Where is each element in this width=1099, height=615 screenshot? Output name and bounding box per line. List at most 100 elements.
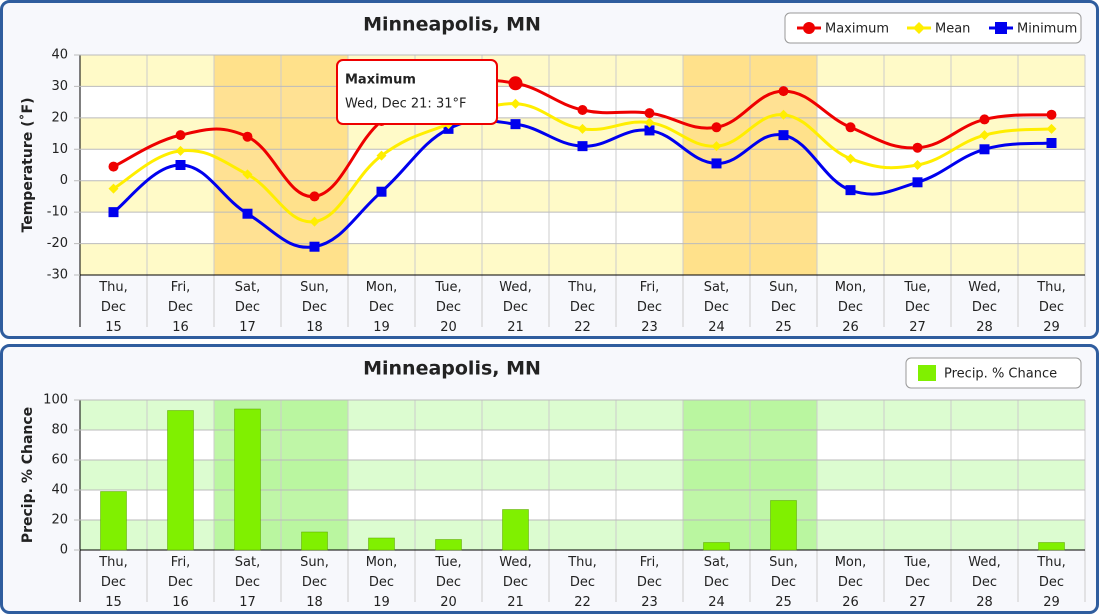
x-tick-label: Fri, Dec 23	[637, 555, 662, 610]
point	[711, 122, 722, 133]
point	[1046, 123, 1057, 134]
legend-label: Minimum	[1017, 22, 1077, 37]
x-tick-label: Thu, Dec 29	[1036, 280, 1066, 335]
legend-swatch	[918, 365, 936, 381]
point	[309, 216, 320, 227]
legend-box	[784, 12, 1082, 44]
point	[778, 86, 789, 97]
bar	[502, 509, 529, 551]
point	[979, 144, 990, 155]
point	[845, 185, 856, 196]
point	[376, 150, 387, 161]
bar	[1038, 542, 1065, 551]
x-tick-label: Mon, Dec 19	[366, 280, 398, 335]
point	[242, 208, 253, 219]
highlight-band	[214, 55, 281, 275]
bar	[435, 539, 462, 551]
legend-label: Mean	[935, 22, 970, 37]
y-tick-label: 80	[51, 423, 68, 438]
x-tick-label: Thu, Dec 22	[567, 280, 597, 335]
chart-title: Minneapolis, MN	[363, 14, 541, 36]
y-tick-label: 20	[51, 110, 68, 125]
point	[510, 98, 521, 109]
x-tick-label: Thu, Dec 22	[567, 555, 597, 610]
chart-title: Minneapolis, MN	[363, 358, 541, 380]
y-tick-label: 20	[51, 513, 68, 528]
point	[644, 108, 655, 119]
legend-box	[905, 357, 1082, 389]
legend-label: Maximum	[825, 22, 889, 37]
x-tick-label: Thu, Dec 15	[98, 280, 128, 335]
y-tick-label: -30	[47, 268, 68, 283]
y-tick-label: 0	[60, 543, 68, 558]
x-tick-label: Thu, Dec 15	[98, 555, 128, 610]
x-tick-label: Wed, Dec 28	[968, 555, 1000, 610]
x-tick-label: Wed, Dec 21	[499, 555, 531, 610]
x-tick-label: Mon, Dec 26	[835, 555, 867, 610]
tooltip-box	[336, 59, 498, 125]
x-tick-label: Sat, Dec 17	[235, 555, 260, 610]
legend-label: Precip. % Chance	[944, 367, 1057, 382]
point	[108, 183, 119, 194]
x-tick-label: Mon, Dec 19	[366, 555, 398, 610]
bar	[234, 408, 261, 551]
point	[711, 141, 722, 152]
x-tick-label: Sun, Dec 25	[769, 555, 798, 610]
x-tick-label: Tue, Dec 20	[434, 280, 461, 335]
x-tick-label: Tue, Dec 27	[903, 280, 930, 335]
point	[242, 131, 253, 142]
highlight-band	[281, 400, 348, 550]
point	[242, 169, 253, 180]
point	[711, 158, 722, 169]
bar	[167, 410, 194, 551]
y-tick-label: 60	[51, 453, 68, 468]
point	[995, 22, 1007, 34]
y-tick-label: -10	[47, 205, 68, 220]
x-tick-label: Sun, Dec 18	[300, 555, 329, 610]
point	[577, 105, 588, 115]
y-tick-label: 100	[43, 393, 68, 408]
x-tick-label: Wed, Dec 28	[968, 280, 1000, 335]
x-tick-label: Tue, Dec 20	[434, 555, 461, 610]
point	[577, 123, 588, 134]
point	[577, 141, 588, 152]
y-axis-label: Temperature (˚F)	[19, 98, 36, 233]
point	[175, 160, 186, 170]
point	[979, 114, 990, 125]
point	[376, 186, 387, 197]
x-tick-label: Tue, Dec 27	[903, 555, 930, 610]
bar	[301, 531, 328, 551]
tooltip-text: Wed, Dec 21: 31°F	[345, 97, 466, 112]
x-tick-label: Sun, Dec 25	[769, 280, 798, 335]
x-tick-label: Sun, Dec 18	[300, 280, 329, 335]
point	[778, 109, 789, 120]
point	[175, 130, 186, 141]
point	[1046, 138, 1057, 148]
point	[1046, 109, 1057, 120]
point	[309, 241, 320, 252]
point	[845, 122, 856, 133]
point	[845, 153, 856, 164]
point	[108, 161, 119, 172]
y-axis-label: Precip. % Chance	[20, 407, 36, 543]
point	[912, 142, 923, 153]
point	[912, 160, 923, 170]
point	[778, 130, 789, 141]
point	[912, 177, 923, 188]
point	[979, 130, 990, 141]
point	[803, 22, 815, 34]
bar	[100, 491, 127, 551]
x-tick-label: Wed, Dec 21	[499, 280, 531, 335]
x-tick-label: Fri, Dec 23	[637, 280, 662, 335]
x-tick-label: Sat, Dec 24	[704, 280, 729, 335]
y-tick-label: -20	[47, 236, 68, 251]
bar	[770, 500, 797, 551]
x-tick-label: Fri, Dec 16	[168, 280, 193, 335]
x-tick-label: Sat, Dec 17	[235, 280, 260, 335]
hover-point	[508, 76, 523, 91]
y-tick-label: 0	[60, 173, 68, 188]
point	[510, 119, 521, 130]
y-tick-label: 40	[51, 483, 68, 498]
tooltip-title: Maximum	[345, 73, 416, 88]
y-tick-label: 40	[51, 48, 68, 63]
